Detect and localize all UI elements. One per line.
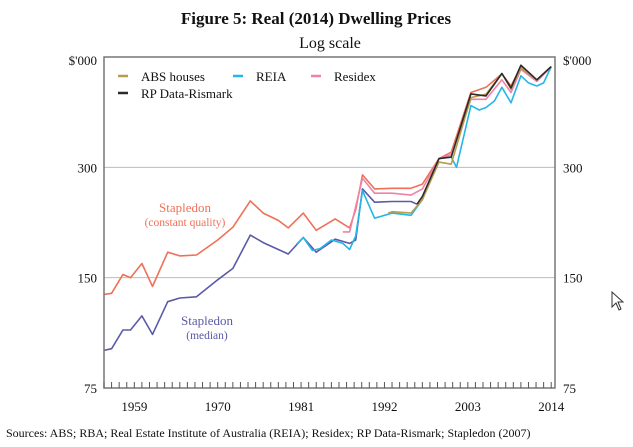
- annotation-sublabel: (median): [186, 330, 228, 342]
- y-tick-label-right: 150: [563, 271, 583, 286]
- y-axis-label-right: $'000: [563, 53, 591, 68]
- legend-label: REIA: [256, 69, 287, 84]
- y-tick-label-left: 75: [84, 381, 97, 396]
- annotation-sublabel: (constant quality): [145, 217, 226, 229]
- legend-label: ABS houses: [141, 69, 205, 84]
- series-line-stapledon-constant-quality-: [103, 65, 552, 296]
- series-line-stapledon-median-: [103, 188, 418, 352]
- x-tick-label: 2014: [538, 399, 565, 414]
- series-line-abs-houses: [387, 66, 552, 214]
- source-note: Sources: ABS; RBA; Real Estate Institute…: [6, 426, 531, 440]
- x-tick-label: 1981: [288, 399, 314, 414]
- legend-label: Residex: [334, 69, 376, 84]
- annotation-stapledon-median: Stapledon (median): [181, 313, 233, 342]
- plot-frame: [103, 56, 556, 389]
- mouse-cursor-icon: [611, 290, 625, 311]
- x-tick-label: 2003: [455, 399, 481, 414]
- series-line-rp-data-rismark: [416, 64, 552, 205]
- x-tick-label: 1970: [205, 399, 231, 414]
- series-line-reia: [295, 66, 552, 252]
- x-tick-label: 1992: [371, 399, 397, 414]
- series-line-residex: [342, 66, 552, 233]
- x-tick-label: 1959: [121, 399, 147, 414]
- annotation-label: Stapledon: [181, 313, 233, 328]
- y-tick-label-right: 300: [563, 160, 583, 175]
- annotation-stapledon-cq: Stapledon (constant quality): [145, 200, 226, 229]
- legend-label: RP Data-Rismark: [141, 86, 233, 101]
- chart-subtitle: Log scale: [299, 35, 361, 52]
- y-axis-label-left: $'000: [69, 53, 97, 68]
- y-tick-label-right: 75: [563, 381, 576, 396]
- y-tick-label-left: 150: [78, 271, 98, 286]
- annotation-label: Stapledon: [159, 200, 211, 215]
- y-tick-label-left: 300: [78, 160, 98, 175]
- chart-title: Figure 5: Real (2014) Dwelling Prices: [181, 9, 452, 28]
